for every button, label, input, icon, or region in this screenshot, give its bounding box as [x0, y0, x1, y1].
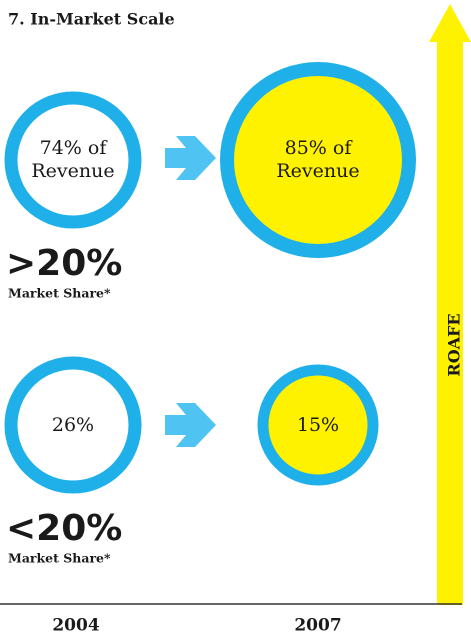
share-sublabel: Market Share* [8, 551, 111, 566]
year-label: 2004 [52, 616, 99, 635]
roafe-arrow [429, 4, 471, 605]
arrow [165, 136, 216, 180]
circle-after [257, 364, 379, 486]
share-label: <20% [6, 508, 122, 549]
circle-text: Revenue [276, 160, 359, 182]
year-label: 2007 [294, 616, 341, 635]
circle-text: 15% [297, 414, 339, 436]
arrow [165, 403, 216, 447]
circle-text: 85% of [285, 137, 354, 159]
circle-text: Revenue [31, 160, 114, 182]
title: 7. In-Market Scale [8, 10, 175, 29]
circle-after [220, 62, 416, 258]
circle-before [4, 91, 142, 229]
circle-text: 26% [52, 414, 94, 436]
axis-label: ROAFE [445, 313, 464, 376]
share-label: >20% [6, 243, 122, 284]
share-sublabel: Market Share* [8, 286, 111, 301]
circle-text: 74% of [40, 137, 109, 159]
circle-before [4, 356, 142, 494]
